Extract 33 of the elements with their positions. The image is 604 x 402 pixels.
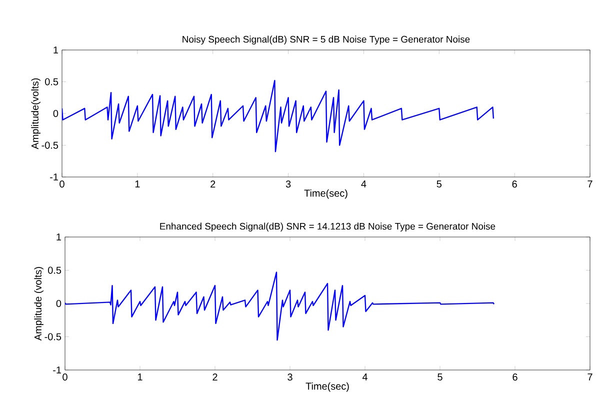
y-axis-title: Amplitude(volts) — [31, 78, 40, 150]
x-tick-label: 2 — [212, 374, 218, 380]
x-tick-label: 4 — [361, 180, 366, 188]
x-tick-label: 7 — [588, 374, 592, 380]
x-tick-label: 3 — [286, 180, 291, 188]
x-tick-label: 1 — [135, 180, 140, 188]
x-axis-title: Time(sec) — [306, 382, 349, 392]
y-tick-label: 0.5 — [45, 78, 58, 86]
x-tick-label: 6 — [512, 374, 518, 381]
y-tick-label: 0.5 — [48, 266, 62, 274]
y-tick-label: -1 — [53, 366, 61, 374]
x-tick-label: 5 — [438, 374, 442, 380]
x-tick-label: 1 — [138, 374, 142, 380]
x-tick-label: 4 — [362, 374, 368, 380]
y-tick-label: 1 — [54, 46, 58, 54]
x-tick-label: 5 — [436, 180, 442, 188]
y-tick-label: -0.5 — [44, 333, 62, 340]
y-tick-label: 0 — [53, 110, 58, 118]
x-tick-label: 3 — [288, 374, 292, 381]
line-series — [62, 80, 494, 152]
chart-title: Enhanced Speech Signal(dB) SNR = 14.1213 dB Noise Type = Generator Noise — [160, 222, 496, 232]
chart-title: Noisy Speech Signal(dB) SNR = 5 dB Noise Type = Generator Noise — [182, 36, 470, 45]
y-tick-label: 0 — [56, 300, 62, 308]
x-tick-label: 0 — [62, 374, 68, 381]
y-tick-label: -0.5 — [42, 142, 58, 149]
y-axis-title: Amplitude (volts) — [34, 267, 44, 341]
x-tick-label: 6 — [512, 180, 517, 188]
x-tick-label: 7 — [588, 180, 592, 188]
x-tick-label: 2 — [210, 180, 216, 188]
y-tick-label: 1 — [56, 234, 61, 240]
x-axis-title: Time(sec) — [304, 189, 348, 199]
line-series — [65, 272, 495, 341]
y-tick-label: -1 — [50, 174, 58, 180]
